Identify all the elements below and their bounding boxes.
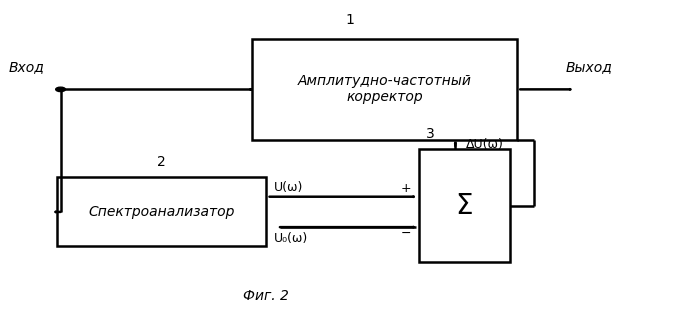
Text: Вход: Вход <box>8 60 44 74</box>
Text: Спектроанализатор: Спектроанализатор <box>88 205 235 219</box>
Text: 2: 2 <box>157 156 166 170</box>
Text: Σ: Σ <box>456 192 473 220</box>
Text: 3: 3 <box>426 127 435 141</box>
Text: +: + <box>400 182 411 195</box>
Text: 1: 1 <box>345 13 354 27</box>
Text: −: − <box>401 227 411 240</box>
Text: U₀(ω): U₀(ω) <box>274 232 308 245</box>
Text: U(ω): U(ω) <box>274 181 303 194</box>
Text: ΔU(ω): ΔU(ω) <box>466 138 504 151</box>
Bar <box>57 177 266 247</box>
Circle shape <box>56 87 66 92</box>
Bar <box>419 149 510 262</box>
Text: Фиг. 2: Фиг. 2 <box>243 289 289 303</box>
Bar <box>252 39 517 140</box>
Text: Амплитудно-частотный
корректор: Амплитудно-частотный корректор <box>297 74 471 105</box>
Text: Выход: Выход <box>565 60 612 74</box>
